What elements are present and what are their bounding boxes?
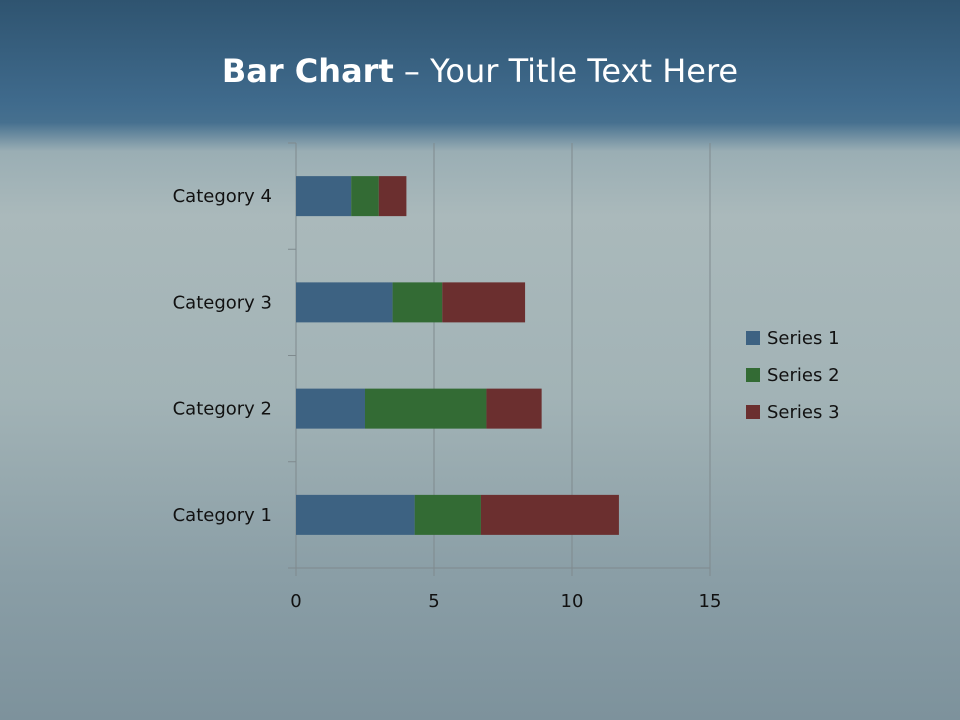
legend-swatch	[746, 405, 760, 419]
legend-label: Series 1	[767, 328, 840, 349]
bar-series-1	[296, 388, 365, 429]
bar-series-2	[365, 388, 487, 429]
bar-series-3	[480, 494, 619, 535]
bar-series-1	[296, 494, 415, 535]
slide-title: Bar Chart – Your Title Text Here	[0, 52, 960, 90]
category-label: Category 3	[173, 292, 272, 313]
x-tick-label: 15	[699, 591, 722, 612]
x-tick-label: 0	[290, 591, 301, 612]
legend-label: Series 2	[767, 365, 840, 386]
bar-series-1	[296, 282, 393, 323]
title-rest: – Your Title Text Here	[393, 52, 739, 90]
category-label: Category 2	[173, 399, 272, 420]
bar-series-1	[296, 176, 352, 217]
x-tick-label: 10	[561, 591, 584, 612]
bar-series-2	[351, 176, 379, 217]
bar-series-3	[378, 176, 407, 217]
bar-series-3	[442, 282, 526, 323]
bar-series-2	[414, 494, 481, 535]
legend-swatch	[746, 368, 760, 382]
bar-series-2	[392, 282, 443, 323]
x-tick-label: 5	[428, 591, 439, 612]
category-label: Category 1	[173, 505, 272, 526]
legend-swatch	[746, 331, 760, 345]
title-bold: Bar Chart	[221, 52, 394, 90]
category-label: Category 4	[173, 186, 272, 207]
legend-label: Series 3	[767, 402, 840, 423]
bar-series-3	[486, 388, 542, 429]
